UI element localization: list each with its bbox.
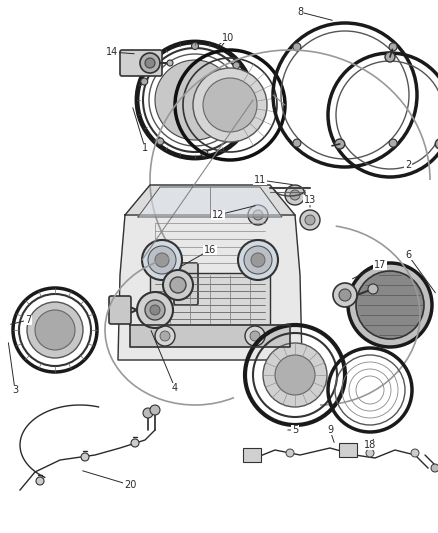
- Text: 10: 10: [221, 33, 233, 43]
- Polygon shape: [130, 325, 290, 347]
- Circle shape: [285, 185, 305, 205]
- Text: 17: 17: [374, 260, 386, 270]
- Circle shape: [244, 246, 272, 274]
- Circle shape: [263, 343, 327, 407]
- Circle shape: [170, 277, 186, 293]
- Text: 12: 12: [212, 210, 224, 220]
- Circle shape: [36, 477, 44, 485]
- FancyBboxPatch shape: [174, 263, 198, 305]
- Circle shape: [411, 449, 419, 457]
- Circle shape: [131, 439, 139, 447]
- Circle shape: [435, 139, 438, 149]
- Circle shape: [191, 43, 198, 50]
- Circle shape: [238, 124, 245, 131]
- Circle shape: [368, 284, 378, 294]
- Polygon shape: [118, 215, 302, 360]
- Text: 8: 8: [297, 7, 303, 17]
- Text: 1: 1: [142, 143, 148, 153]
- Circle shape: [233, 62, 240, 69]
- Circle shape: [193, 68, 267, 142]
- Circle shape: [389, 43, 397, 51]
- Circle shape: [300, 210, 320, 230]
- Polygon shape: [150, 273, 270, 325]
- Circle shape: [81, 453, 89, 461]
- Text: 4: 4: [172, 383, 178, 393]
- Circle shape: [293, 139, 301, 147]
- Text: 9: 9: [327, 425, 333, 435]
- Circle shape: [431, 464, 438, 472]
- FancyBboxPatch shape: [109, 296, 131, 324]
- Text: 6: 6: [405, 250, 411, 260]
- Circle shape: [150, 305, 160, 315]
- Circle shape: [385, 52, 395, 62]
- Circle shape: [203, 78, 257, 132]
- Circle shape: [245, 326, 265, 346]
- Circle shape: [148, 246, 176, 274]
- Circle shape: [238, 240, 278, 280]
- Circle shape: [141, 78, 148, 85]
- Circle shape: [366, 449, 374, 457]
- Circle shape: [290, 190, 300, 200]
- Text: 7: 7: [25, 315, 31, 325]
- Circle shape: [150, 405, 160, 415]
- Circle shape: [305, 215, 315, 225]
- Text: 18: 18: [364, 440, 376, 450]
- Circle shape: [167, 60, 173, 66]
- Circle shape: [286, 449, 294, 457]
- Circle shape: [143, 408, 153, 418]
- Polygon shape: [125, 185, 295, 215]
- Circle shape: [142, 240, 182, 280]
- Circle shape: [155, 60, 235, 140]
- Text: 13: 13: [304, 195, 316, 205]
- FancyBboxPatch shape: [339, 443, 357, 457]
- Text: 16: 16: [204, 245, 216, 255]
- Circle shape: [27, 302, 83, 358]
- Circle shape: [333, 283, 357, 307]
- Text: 2: 2: [405, 160, 411, 170]
- Circle shape: [137, 292, 173, 328]
- Circle shape: [251, 253, 265, 267]
- Text: 3: 3: [12, 385, 18, 395]
- Circle shape: [201, 150, 208, 157]
- Circle shape: [163, 270, 193, 300]
- Circle shape: [389, 139, 397, 147]
- FancyBboxPatch shape: [243, 448, 261, 462]
- Circle shape: [253, 210, 263, 220]
- Circle shape: [155, 326, 175, 346]
- Circle shape: [35, 310, 75, 350]
- Circle shape: [160, 331, 170, 341]
- Text: 14: 14: [106, 47, 118, 57]
- Text: 20: 20: [124, 480, 136, 490]
- Polygon shape: [138, 187, 282, 217]
- Circle shape: [140, 53, 160, 73]
- Circle shape: [248, 205, 268, 225]
- Circle shape: [293, 43, 301, 51]
- Circle shape: [356, 271, 424, 339]
- Circle shape: [339, 289, 351, 301]
- Text: 10: 10: [222, 33, 234, 43]
- Text: 11: 11: [254, 175, 266, 185]
- Circle shape: [157, 138, 164, 145]
- Circle shape: [145, 58, 155, 68]
- Text: 5: 5: [292, 425, 298, 435]
- Circle shape: [145, 300, 165, 320]
- Circle shape: [335, 139, 345, 149]
- Circle shape: [348, 263, 432, 347]
- Circle shape: [250, 331, 260, 341]
- Circle shape: [275, 355, 315, 395]
- Circle shape: [155, 253, 169, 267]
- FancyBboxPatch shape: [120, 50, 162, 76]
